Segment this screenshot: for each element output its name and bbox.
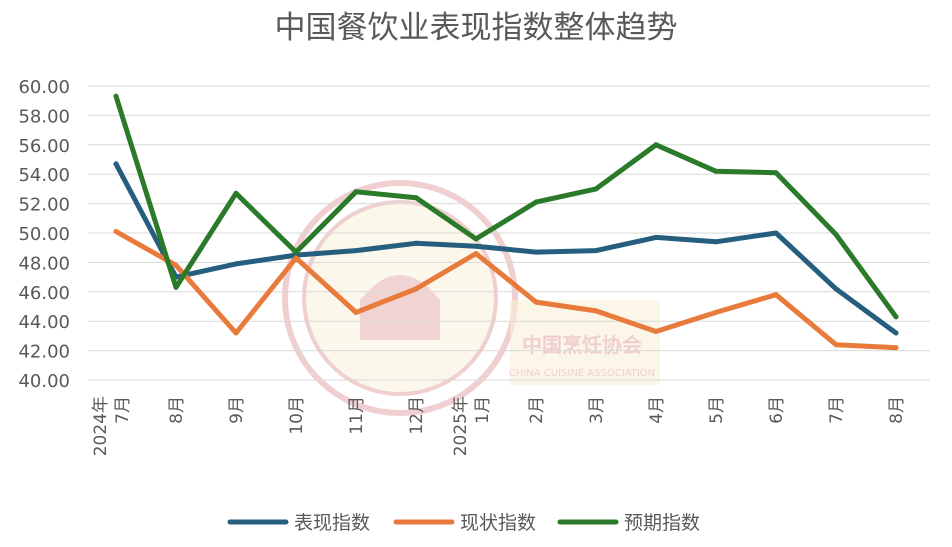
y-tick-label: 52.00	[18, 195, 70, 216]
data-point	[473, 243, 479, 249]
x-tick-label: 4月	[647, 396, 667, 424]
data-point	[233, 330, 239, 336]
x-tick-label: 7月	[827, 396, 847, 424]
data-point	[353, 248, 359, 254]
data-point	[713, 168, 719, 174]
x-tick-label: 9月	[227, 396, 247, 424]
x-tick-month: 6月	[767, 396, 787, 424]
data-point	[773, 170, 779, 176]
data-point	[593, 186, 599, 192]
data-point	[173, 284, 179, 290]
x-axis-ticks: 2024年 7月 8月 9月 10月 11月 12月 2025年 1月 2月 3月 4月 5月 6月 7月 8…	[91, 396, 907, 456]
data-point	[713, 309, 719, 315]
x-tick-month: 8月	[167, 396, 187, 424]
data-point	[353, 309, 359, 315]
data-point	[233, 190, 239, 196]
data-point	[413, 240, 419, 246]
x-tick-label: 2025年 1月	[451, 396, 493, 456]
x-tick-month: 9月	[227, 396, 247, 424]
x-tick-month: 2月	[527, 396, 547, 424]
y-tick-label: 60.00	[18, 77, 70, 98]
series-line-0	[113, 161, 899, 336]
y-tick-label: 42.00	[18, 342, 70, 363]
data-point	[713, 239, 719, 245]
data-point	[653, 142, 659, 148]
data-point	[113, 93, 119, 99]
x-tick-year: 2025年	[451, 396, 471, 456]
data-point	[113, 161, 119, 167]
x-tick-label: 8月	[887, 396, 907, 424]
x-tick-label: 2024年 7月	[91, 396, 133, 456]
data-point	[533, 299, 539, 305]
legend-label: 表现指数	[294, 512, 370, 534]
data-point	[833, 342, 839, 348]
data-point	[473, 236, 479, 242]
y-tick-label: 56.00	[18, 136, 70, 157]
y-axis-ticks: 40.00 42.00 44.00 46.00 48.00 50.00 52.00 54.00…	[18, 77, 70, 392]
legend-label: 预期指数	[624, 512, 700, 534]
data-point	[113, 229, 119, 235]
data-point	[893, 314, 899, 320]
y-tick-label: 40.00	[18, 371, 70, 392]
data-point	[653, 234, 659, 240]
data-point	[773, 292, 779, 298]
data-point	[833, 286, 839, 292]
data-point	[653, 328, 659, 334]
x-tick-month: 10月	[287, 396, 307, 435]
watermark-text-cn: 中国烹饪协会	[522, 333, 642, 357]
series-line-1	[113, 229, 899, 351]
data-point	[173, 262, 179, 268]
x-tick-label: 3月	[587, 396, 607, 424]
data-point	[293, 249, 299, 255]
x-tick-month: 8月	[887, 396, 907, 424]
x-tick-month: 7月	[113, 396, 133, 424]
data-point	[593, 248, 599, 254]
x-tick-label: 2月	[527, 396, 547, 424]
y-tick-label: 58.00	[18, 106, 70, 127]
y-tick-label: 46.00	[18, 283, 70, 304]
watermark-text-en: CHINA CUISINE ASSOCIATION	[509, 368, 655, 379]
watermark-outer-ring	[282, 180, 518, 416]
x-tick-year: 2024年	[91, 396, 111, 456]
data-point	[593, 308, 599, 314]
data-point	[533, 199, 539, 205]
data-point	[353, 189, 359, 195]
x-tick-month: 5月	[707, 396, 727, 424]
x-tick-month: 4月	[647, 396, 667, 424]
data-point	[293, 255, 299, 261]
grid	[88, 85, 930, 381]
series-lines	[113, 93, 899, 351]
x-tick-label: 8月	[167, 396, 187, 424]
data-point	[773, 230, 779, 236]
watermark-plate	[510, 300, 660, 385]
x-tick-label: 11月	[347, 396, 367, 435]
series-line-2	[113, 93, 899, 320]
data-point	[893, 330, 899, 336]
data-point	[893, 345, 899, 351]
y-tick-label: 54.00	[18, 165, 70, 186]
x-tick-month: 11月	[347, 396, 367, 435]
x-tick-label: 5月	[707, 396, 727, 424]
data-point	[413, 286, 419, 292]
data-point	[473, 251, 479, 257]
data-point	[233, 261, 239, 267]
data-point	[533, 249, 539, 255]
legend-label: 现状指数	[460, 512, 536, 534]
x-tick-month: 12月	[407, 396, 427, 435]
data-point	[413, 195, 419, 201]
y-tick-label: 44.00	[18, 312, 70, 333]
y-tick-label: 48.00	[18, 253, 70, 274]
chart-title: 中国餐饮业表现指数整体趋势	[275, 10, 678, 46]
x-tick-month: 7月	[827, 396, 847, 424]
x-tick-label: 10月	[287, 396, 307, 435]
watermark-cauldron-icon	[360, 275, 440, 340]
x-tick-month: 1月	[473, 396, 493, 424]
data-point	[833, 231, 839, 237]
x-tick-label: 12月	[407, 396, 427, 435]
x-tick-month: 3月	[587, 396, 607, 424]
x-tick-label: 6月	[767, 396, 787, 424]
y-tick-label: 50.00	[18, 224, 70, 245]
legend: 表现指数 现状指数 预期指数	[227, 512, 700, 534]
